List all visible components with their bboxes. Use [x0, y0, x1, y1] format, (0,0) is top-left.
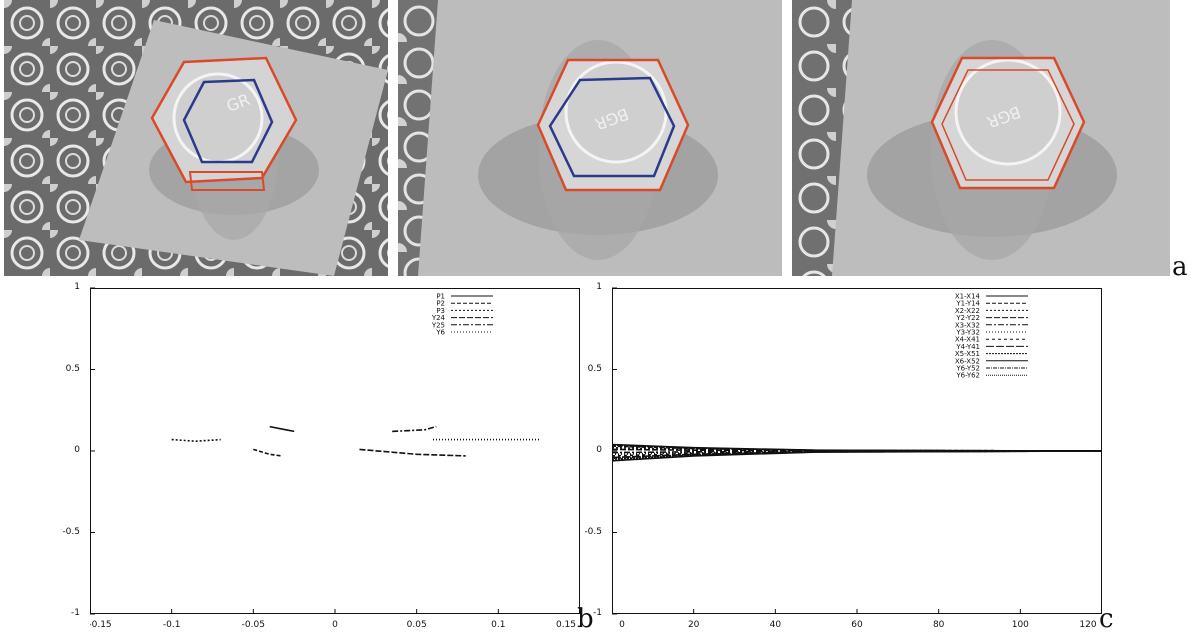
- legend-label: Y3-Y32: [955, 329, 980, 337]
- x-tick-label: 0.05: [407, 620, 427, 630]
- plot-frame: [90, 288, 580, 614]
- x-tick-label: 0.15: [556, 620, 576, 630]
- x-tick-label: 0: [332, 620, 338, 630]
- series-line: [359, 448, 466, 457]
- photo-panel-3: BGR: [792, 0, 1170, 276]
- photo-panel-2: BGR: [398, 0, 782, 276]
- x-tick-label: 0: [619, 620, 625, 630]
- series-line: [611, 450, 1103, 454]
- chart-b: -0.15 -0.1 -0.05 0 0.05 0.1 0.15 P1 P2 P3 Y24 Y25 Y6…: [62, 282, 581, 632]
- y-tick-label: -1: [593, 608, 602, 618]
- x-tick-label: 120: [1079, 620, 1096, 630]
- legend-label: Y4-Y41: [955, 343, 980, 351]
- x-tick-label: -0.15: [90, 620, 112, 630]
- y-tick-label: 1: [596, 282, 602, 292]
- series-line: [253, 448, 282, 457]
- series-line: [392, 425, 437, 433]
- legend: X1-X14Y1-Y14X2-X22Y2-Y22X3-X32Y3-Y32X4-X…: [955, 293, 1028, 380]
- legend-label: Y6-Y52: [955, 365, 980, 373]
- legend-label: X3-X32: [955, 321, 980, 329]
- x-tick-label: -0.05: [242, 620, 265, 630]
- legend-label: Y25: [431, 321, 445, 329]
- legend-label: X6-X52: [955, 357, 980, 365]
- x-tick-label: 60: [851, 620, 863, 630]
- y-tick-label: -0.5: [62, 526, 80, 537]
- legend-label: Y6: [435, 329, 445, 337]
- x-tick-label: 40: [770, 620, 782, 630]
- series-line: [611, 450, 1103, 462]
- panel-label-a: a: [1172, 252, 1188, 282]
- legend-label: Y1-Y14: [955, 300, 980, 308]
- y-tick-label: -0.5: [584, 526, 602, 537]
- y-tick-label: 0: [596, 445, 602, 455]
- legend-label: P2: [436, 300, 445, 308]
- panel-label-b: b: [577, 604, 594, 634]
- legend-label: X4-X41: [955, 336, 980, 344]
- legend-label: X5-X51: [955, 350, 980, 358]
- series-line: [171, 438, 221, 443]
- series-line: [269, 425, 295, 433]
- x-tick-label: -0.1: [163, 620, 181, 630]
- legend-label: P3: [436, 307, 445, 315]
- y-tick-label: 1: [74, 282, 80, 292]
- legend-label: Y2-Y22: [955, 314, 980, 322]
- series-line: [611, 450, 1103, 460]
- y-tick-label: 0: [74, 445, 80, 455]
- series-line: [611, 444, 1103, 452]
- panel-label-c: c: [1099, 604, 1114, 634]
- series-line: [611, 446, 1103, 452]
- legend-label: P1: [436, 293, 445, 301]
- x-tick-label: 100: [1012, 620, 1029, 630]
- y-tick-label: -1: [71, 608, 80, 618]
- x-tick-label: 0.1: [491, 620, 505, 630]
- x-tick-label: 80: [933, 620, 945, 630]
- y-tick-label: 0.5: [587, 363, 602, 374]
- chart-c: 0 20 40 60 80 100 120 X1-X14 Y1-Y14 X2-X22 Y2-Y22 X…: [584, 282, 1103, 632]
- legend-label: Y6-Y62: [955, 372, 980, 380]
- x-tick-label: 20: [688, 620, 700, 630]
- legend-label: X1-X14: [955, 293, 981, 301]
- chart-c-svg: 0 20 40 60 80 100 120X1-X14Y1-Y14X2-X22Y2-Y22X…: [611, 287, 1103, 630]
- legend-label: Y24: [431, 314, 446, 322]
- photo-panel-1: GR: [4, 0, 388, 276]
- y-tick-label: 0.5: [65, 363, 80, 374]
- legend-label: X2-X22: [955, 307, 980, 315]
